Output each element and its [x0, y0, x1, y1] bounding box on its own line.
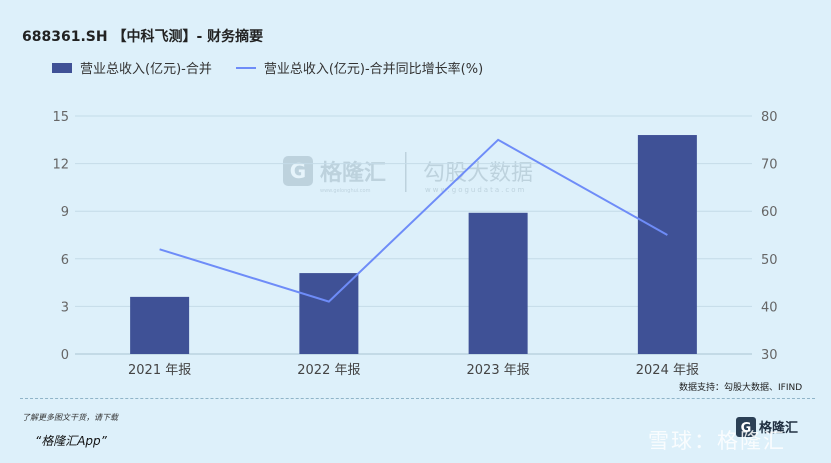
y-right-tick-label: 30 — [761, 348, 778, 363]
y-left-tick-label: 3 — [61, 300, 69, 315]
bar — [468, 212, 528, 354]
y-left-tick-label: 12 — [52, 158, 69, 173]
legend-bar-label: 营业总收入(亿元)-合并 — [80, 62, 212, 77]
watermark-divider — [405, 152, 407, 192]
legend: 营业总收入(亿元)-合并 营业总收入(亿元)-合并同比增长率(%) — [52, 58, 507, 77]
x-tick-label: 2023 年报 — [467, 363, 530, 378]
xueqiu-watermark: 雪球：格隆汇 — [648, 429, 786, 453]
watermark-partner: 勾股大数据 — [423, 161, 533, 186]
line-series — [159, 138, 668, 303]
y-right-tick-label: 40 — [761, 300, 778, 315]
x-tick-label: 2022 年报 — [297, 363, 360, 378]
legend-bar-swatch — [52, 62, 72, 73]
bar — [130, 296, 190, 354]
data-source: 数据支持：勾股大数据、IFIND — [679, 383, 803, 393]
bar-series — [130, 135, 697, 354]
y-axis-left: 0 3 6 9 12 15 — [52, 110, 69, 363]
brand-logo-icon — [736, 417, 756, 437]
promo-text: 了解更多图文干货，请下载 — [22, 413, 118, 422]
watermark-logo-glyph: G — [290, 159, 306, 183]
chart-title: 688361.SH 【中科飞测】- 财务摘要 — [22, 29, 264, 45]
growth-line — [159, 138, 668, 303]
legend-line-swatch — [235, 66, 256, 69]
watermark-partner-url: www.gogudata.com — [425, 186, 526, 194]
y-left-tick-label: 6 — [61, 253, 69, 268]
bar — [299, 273, 359, 354]
x-tick-label: 2021 年报 — [128, 363, 191, 378]
x-axis: 2021 年报 2022 年报 2023 年报 2024 年报 — [128, 363, 699, 378]
brand-logo: G 格隆汇 — [736, 417, 798, 437]
y-left-tick-label: 9 — [61, 205, 69, 220]
watermark-brand-url: www.gelonghui.com — [320, 188, 371, 194]
legend-item-line: 营业总收入(亿元)-合并同比增长率(%) — [235, 58, 484, 77]
x-tick-label: 2024 年报 — [636, 363, 699, 378]
y-right-tick-label: 70 — [761, 158, 778, 173]
promo-app-name: “格隆汇App” — [35, 434, 107, 448]
bar — [637, 135, 697, 354]
y-right-tick-label: 80 — [761, 110, 778, 125]
y-axis-right: 30 40 50 60 70 80 — [761, 110, 778, 363]
legend-item-bar: 营业总收入(亿元)-合并 — [52, 58, 212, 77]
watermark-brand: 格隆汇 — [320, 160, 386, 186]
watermark: G 格隆汇 www.gelonghui.com 勾股大数据 www.goguda… — [283, 152, 533, 194]
y-left-tick-label: 15 — [52, 110, 69, 125]
y-right-tick-label: 60 — [761, 205, 778, 220]
brand-logo-text: 格隆汇 — [759, 420, 798, 436]
legend-line-label: 营业总收入(亿元)-合并同比增长率(%) — [263, 62, 484, 77]
y-right-tick-label: 50 — [761, 253, 778, 268]
brand-logo-glyph: G — [741, 421, 752, 436]
y-left-tick-label: 0 — [61, 348, 69, 363]
footer-divider — [20, 398, 815, 399]
